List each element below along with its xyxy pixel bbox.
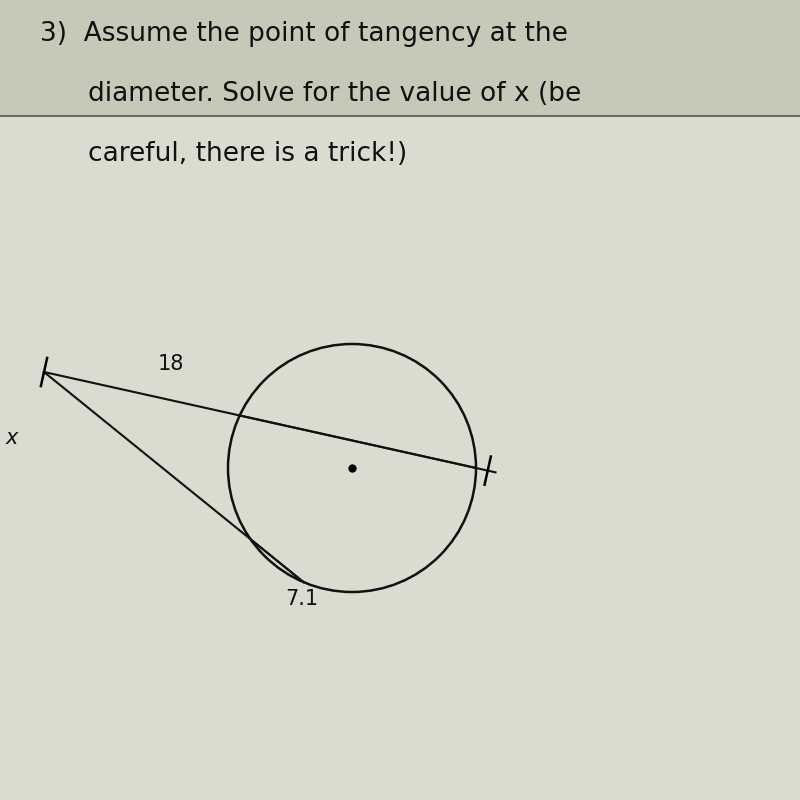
Text: diameter. Solve for the value of x (be: diameter. Solve for the value of x (be (88, 81, 582, 107)
Text: 18: 18 (158, 354, 184, 374)
Text: careful, there is a trick!): careful, there is a trick!) (88, 141, 407, 167)
Text: x: x (6, 428, 18, 448)
Text: 7.1: 7.1 (285, 589, 318, 609)
Bar (0, 0, 800, 116)
Bar (0, 116, 800, 800)
Text: 3)  Assume the point of tangency at the: 3) Assume the point of tangency at the (40, 21, 568, 47)
